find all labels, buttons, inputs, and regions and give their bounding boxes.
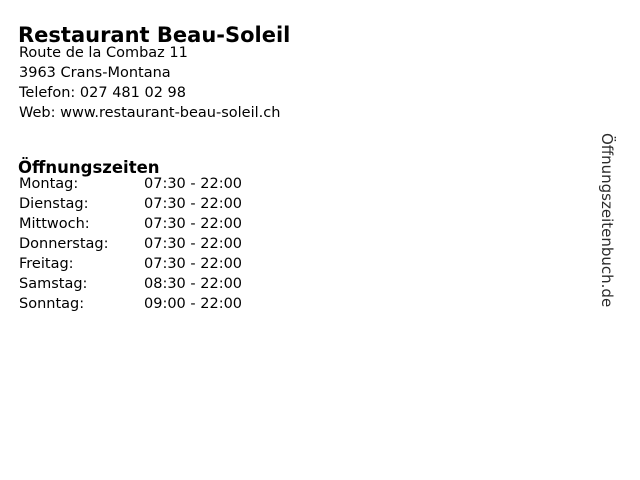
business-name-title: Restaurant Beau-Soleil <box>18 23 291 48</box>
table-row: Donnerstag: 07:30 - 22:00 <box>19 234 242 254</box>
table-row: Sonntag: 09:00 - 22:00 <box>19 294 242 314</box>
table-row: Freitag: 07:30 - 22:00 <box>19 254 242 274</box>
day-hours: 08:30 - 22:00 <box>144 276 243 292</box>
day-label: Samstag: <box>19 276 88 292</box>
day-hours: 07:30 - 22:00 <box>144 256 243 272</box>
address-phone: Telefon: 027 481 02 98 <box>19 85 187 101</box>
address-block: Route de la Combaz 11 3963 Crans-Montana… <box>19 43 280 123</box>
table-row: Dienstag: 07:30 - 22:00 <box>19 194 242 214</box>
table-row: Samstag: 08:30 - 22:00 <box>19 274 242 294</box>
day-label: Freitag: <box>19 256 74 272</box>
day-hours: 07:30 - 22:00 <box>144 236 243 252</box>
day-hours: 07:30 - 22:00 <box>144 176 243 192</box>
address-street: Route de la Combaz 11 <box>19 45 188 61</box>
opening-hours-table: Montag: 07:30 - 22:00 Dienstag: 07:30 - … <box>19 174 242 314</box>
day-hours: 07:30 - 22:00 <box>144 196 243 212</box>
day-label: Dienstag: <box>19 196 89 212</box>
day-hours: 09:00 - 22:00 <box>144 296 243 312</box>
day-label: Donnerstag: <box>19 236 109 252</box>
day-label: Montag: <box>19 176 79 192</box>
day-hours: 07:30 - 22:00 <box>144 216 243 232</box>
day-label: Mittwoch: <box>19 216 90 232</box>
table-row: Montag: 07:30 - 22:00 <box>19 174 242 194</box>
opening-hours-heading: Öffnungszeiten <box>18 157 160 177</box>
table-row: Mittwoch: 07:30 - 22:00 <box>19 214 242 234</box>
watermark-label: Öffnungszeitenbuch.de <box>598 133 616 308</box>
address-web: Web: www.restaurant-beau-soleil.ch <box>19 105 281 121</box>
day-label: Sonntag: <box>19 296 85 312</box>
address-city: 3963 Crans-Montana <box>19 65 171 81</box>
